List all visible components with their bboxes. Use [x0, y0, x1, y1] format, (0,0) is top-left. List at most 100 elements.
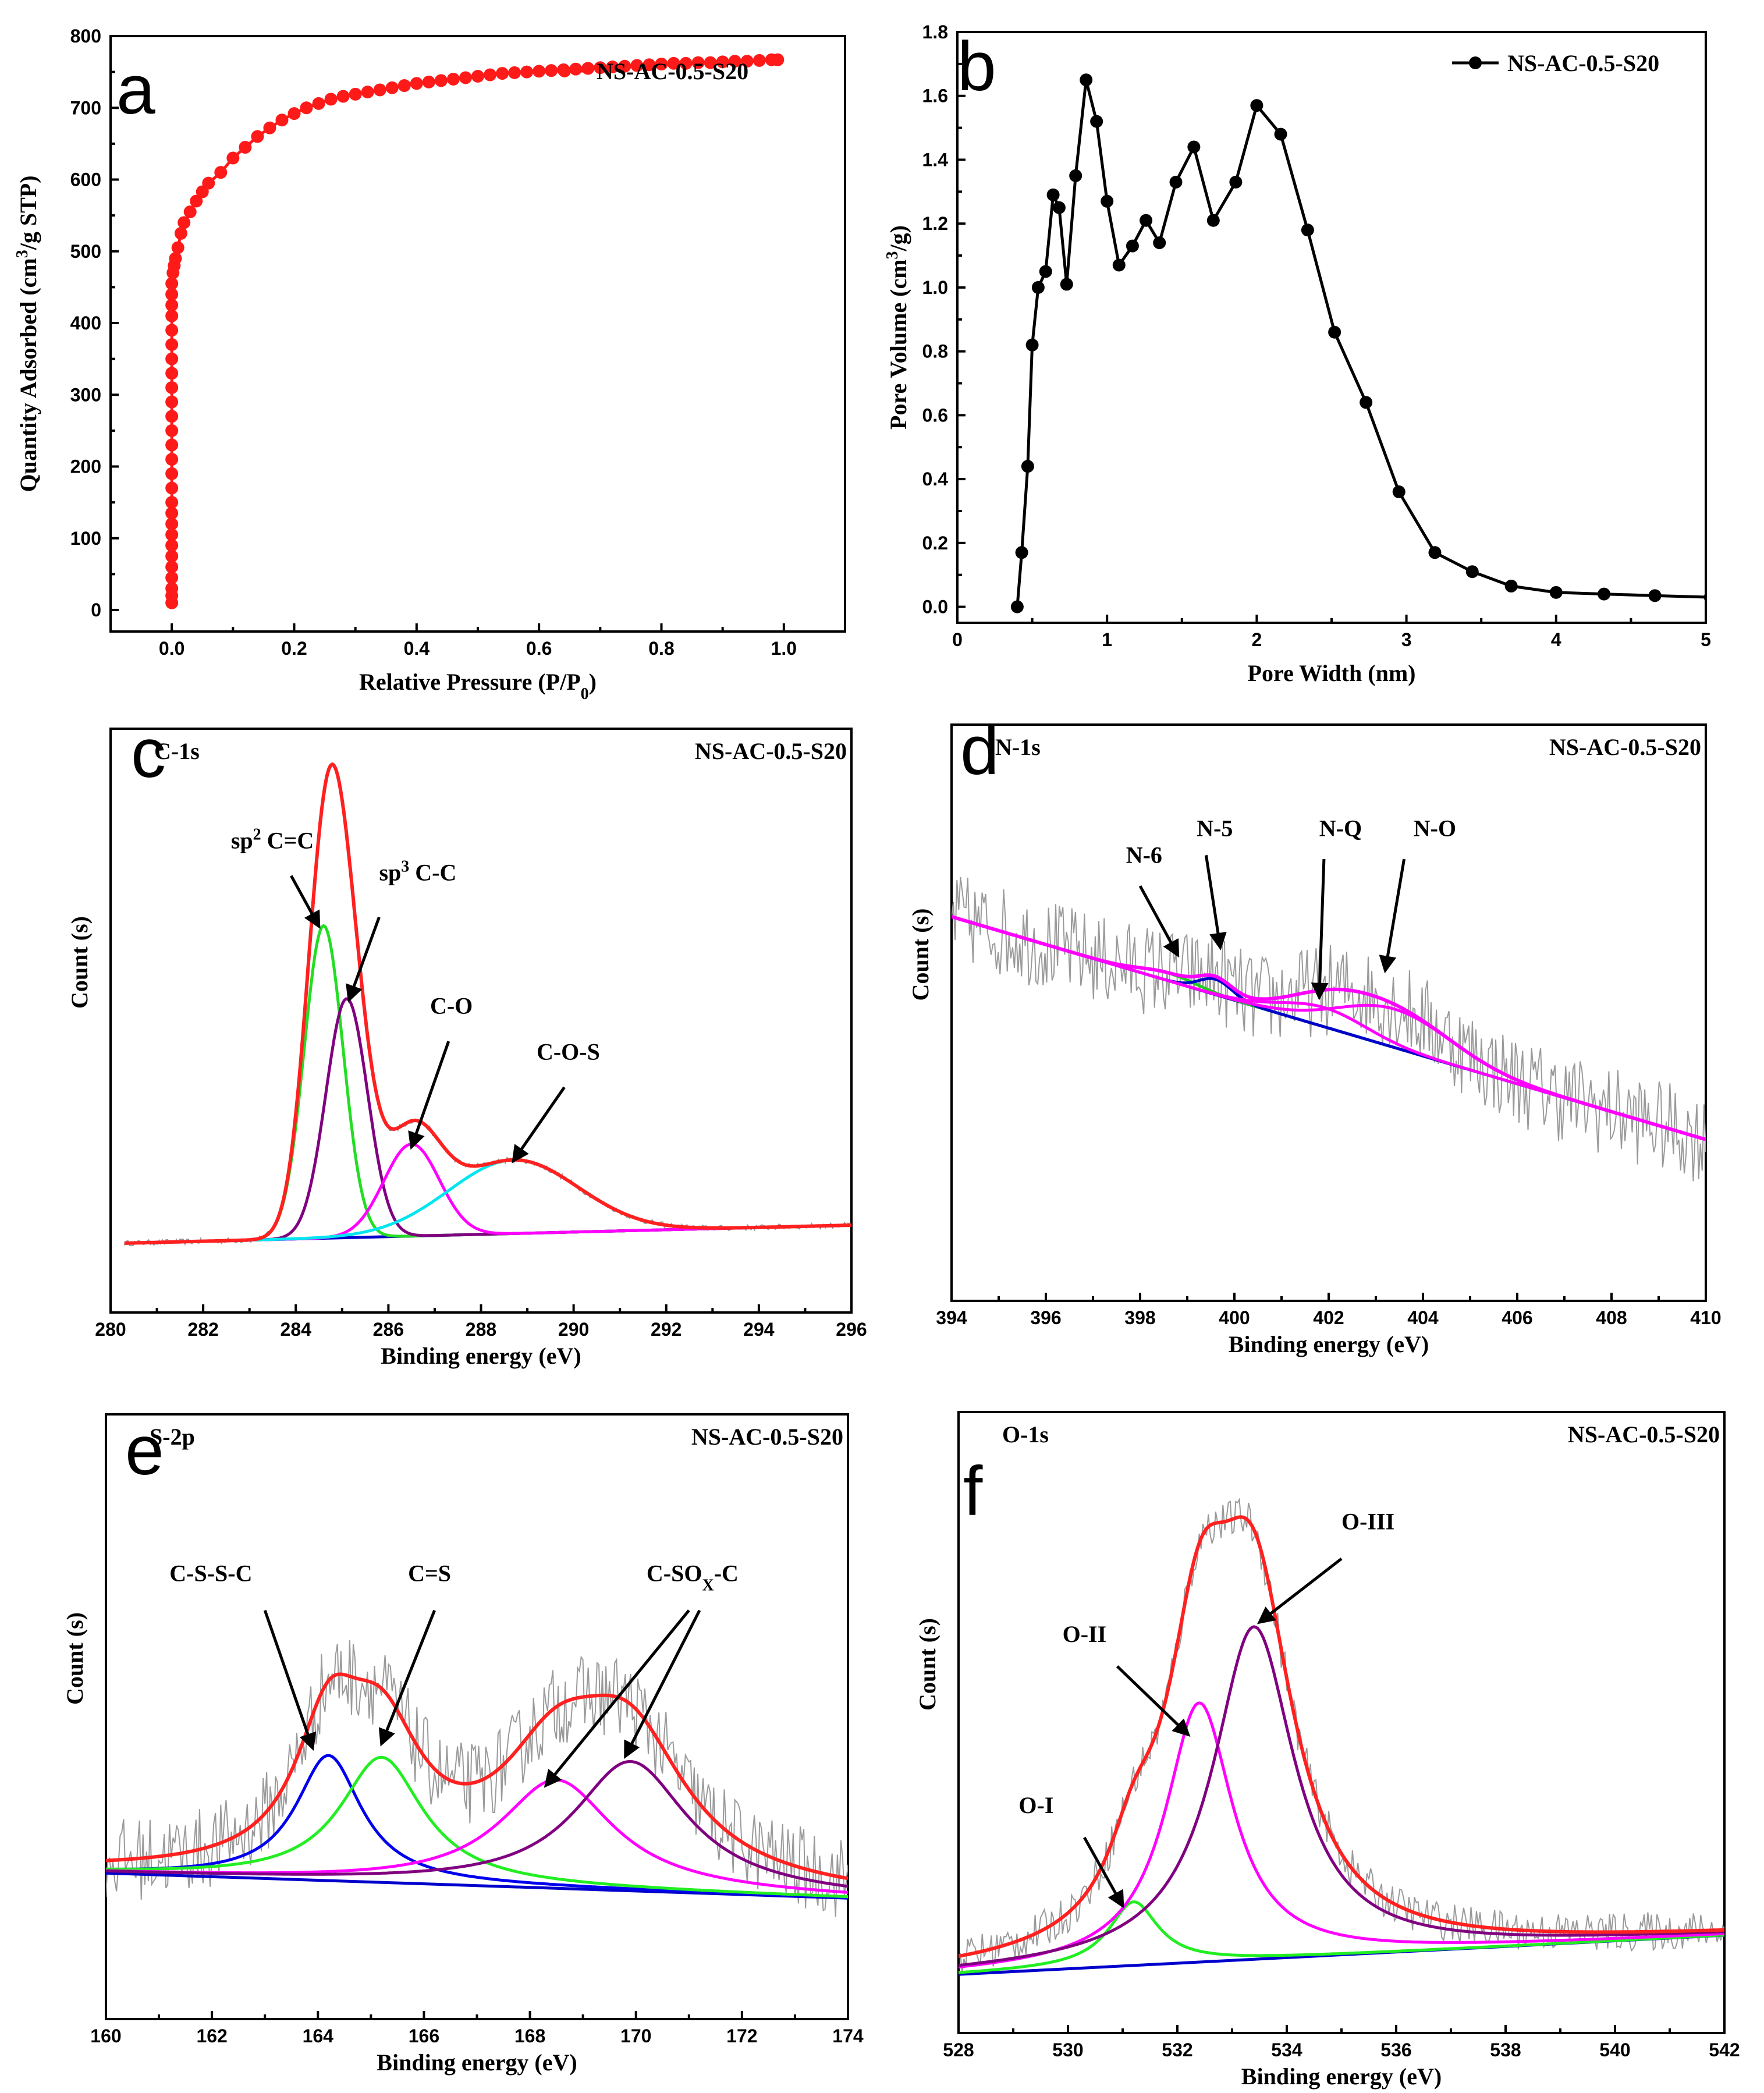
data-point	[484, 68, 497, 81]
y-tick-label: 0.4	[922, 469, 949, 489]
y-tick-label: 0.6	[922, 405, 948, 425]
data-point	[704, 56, 717, 69]
annotation-label: sp2 C=C	[231, 825, 314, 854]
data-point	[1274, 127, 1287, 141]
data-point	[630, 59, 644, 72]
data-point	[1112, 258, 1126, 272]
panel-b: 0 1 2 3 4 5 0.0 0.2 0.4 0.6 0.8 1.0 1.2 1.4 1.6 1.8 NS-A…	[882, 0, 1764, 704]
x-tick-label: 280	[95, 1319, 126, 1340]
x-tick-label: 530	[1052, 2039, 1083, 2060]
x-axis-title: Binding energy (eV)	[381, 1343, 581, 1369]
y-axis-title-part-2: /g STP)	[15, 175, 41, 250]
data-point	[410, 77, 423, 90]
x-tick-label: 286	[373, 1319, 404, 1340]
data-point	[1031, 281, 1045, 294]
envelope-line	[952, 915, 1706, 1141]
x-tick-label: 402	[1313, 1307, 1344, 1328]
data-point	[594, 61, 607, 75]
annotation-label: N-5	[1197, 815, 1233, 841]
annotation-arrow	[1138, 885, 1180, 958]
data-point	[471, 70, 484, 83]
sample-label: NS-AC-0.5-S20	[1568, 1421, 1720, 1448]
legend-marker	[558, 65, 571, 77]
spectrum-label: N-1s	[995, 734, 1041, 760]
x-tick-label: 400	[1219, 1307, 1250, 1328]
x-axis-title: Binding energy (eV)	[1229, 1331, 1429, 1357]
annotation-label-part-1: 3	[401, 857, 409, 875]
y-axis-title: Count (s)	[914, 1618, 940, 1711]
data-point	[169, 252, 182, 265]
component-C-SOx-C-b	[106, 1760, 848, 1888]
data-point	[508, 66, 521, 79]
x-axis-title-part-0: Pore Width (nm)	[1248, 660, 1416, 686]
data-point	[1250, 99, 1263, 112]
data-point	[165, 438, 179, 452]
x-tick-label: 172	[726, 2025, 757, 2046]
spectrum-group	[952, 877, 1706, 1182]
annotation-label-part-0: C-SO	[647, 1560, 702, 1587]
annotation-arrow	[1116, 1665, 1191, 1737]
data-point	[183, 205, 197, 218]
annotation-label: N-Q	[1319, 815, 1362, 841]
chart-e: 160 162 164 166 168 170 172 174 C-S-S-C C=S C-SOX-…	[62, 1411, 864, 2076]
data-point	[581, 62, 595, 75]
component-O-I	[959, 1900, 1724, 1974]
data-point	[520, 65, 534, 79]
annotation-arrow	[1083, 1836, 1124, 1908]
x-axis-title-part-1: 0	[581, 685, 589, 703]
annotation-label-part-0: O-III	[1341, 1509, 1394, 1535]
series-line	[170, 58, 778, 603]
data-point	[165, 324, 179, 337]
data-point	[1140, 214, 1153, 227]
annotation-arrow	[1311, 859, 1329, 1001]
data-point	[771, 53, 785, 66]
data-point	[1101, 194, 1114, 208]
data-point	[226, 151, 240, 165]
annotation-label-part-0: C-S-S-C	[169, 1560, 252, 1587]
x-tick-label: 4	[1551, 629, 1561, 650]
chart-a: 0.0 0.2 0.4 0.6 0.8 1.0 0 100 200 300 400 500 600 700…	[13, 26, 846, 703]
data-point	[1069, 169, 1082, 182]
data-point	[165, 352, 179, 366]
y-axis-title-part-2: /g)	[885, 225, 911, 251]
x-tick-label: 288	[466, 1319, 496, 1340]
data-point	[422, 75, 435, 88]
annotation-label: N-O	[1414, 815, 1456, 841]
annotation-label: sp3 C-C	[379, 857, 456, 886]
y-tick-label: 300	[70, 384, 101, 405]
annotation-label-part-0: O-II	[1063, 1621, 1107, 1647]
panel-d: 394 396 398 400 402 404 406 408 410 N-6 N-5 N-Q N-O N…	[882, 704, 1764, 1391]
x-tick-label: 396	[1030, 1307, 1061, 1328]
data-point	[300, 101, 313, 115]
annotation-arrow	[512, 1086, 566, 1163]
spectrum-group	[123, 762, 851, 1247]
plot-frame	[105, 1413, 849, 2020]
data-point	[1392, 485, 1405, 499]
data-point	[1648, 589, 1662, 602]
annotation-label: C-O-S	[537, 1039, 600, 1065]
panel-letter: a	[116, 51, 155, 129]
data-point	[324, 93, 338, 106]
x-tick-label: 1.0	[771, 638, 797, 659]
data-point	[165, 395, 179, 409]
x-tick-label: 538	[1490, 2039, 1521, 2060]
data-point	[190, 194, 203, 208]
y-tick-label: 1.8	[922, 22, 948, 42]
x-tick-label: 398	[1124, 1307, 1155, 1328]
data-point	[385, 81, 399, 94]
data-point	[446, 72, 460, 86]
data-point	[1060, 278, 1073, 291]
data-point	[1328, 325, 1341, 339]
data-point	[312, 97, 325, 110]
y-tick-label: 400	[70, 313, 101, 334]
annotation-label-part-2: X	[702, 1576, 714, 1594]
component-O-III	[959, 1625, 1724, 1967]
data-point	[336, 90, 350, 103]
y-axis-title-part-1: 3	[883, 251, 901, 259]
data-point	[1229, 175, 1243, 189]
y-tick-label: 1.2	[922, 213, 948, 234]
y-tick-label: 800	[70, 26, 101, 47]
data-point	[165, 277, 179, 290]
data-point	[171, 241, 184, 254]
data-point	[1169, 175, 1183, 189]
